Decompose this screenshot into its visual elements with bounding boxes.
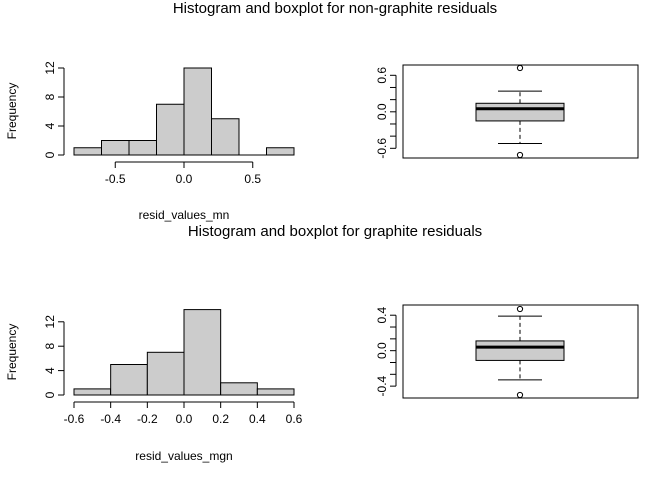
x-tick-label: -0.6	[64, 412, 85, 426]
histogram-bar	[110, 364, 148, 396]
x-tick-label: 0.0	[176, 172, 193, 186]
box-iqr	[475, 102, 565, 122]
boxplot-non-graphite: -0.6 0.0 0.6	[375, 64, 639, 159]
y-tick-label: 12	[43, 61, 57, 75]
histogram-bar	[256, 388, 295, 396]
histogram-bar	[146, 351, 185, 396]
y-tick-label: 0.0	[375, 342, 389, 359]
histogram-bar	[183, 309, 222, 396]
outlier-point	[516, 151, 524, 159]
y-axis-label: Frequency	[5, 83, 19, 140]
chart-title-non-graphite: Histogram and boxplot for non-graphite r…	[173, 0, 497, 17]
x-tick-label: -0.2	[137, 412, 158, 426]
histogram-bar	[128, 140, 157, 156]
histogram-bar	[101, 140, 130, 156]
histogram-bar	[73, 147, 102, 156]
x-tick-label: -0.5	[105, 172, 126, 186]
x-axis-label: resid_values_mn	[139, 208, 230, 222]
x-tick-label: 0.2	[212, 412, 229, 426]
y-tick-label: 0.0	[375, 103, 389, 120]
histogram-bar	[266, 147, 295, 156]
chart-title-graphite: Histogram and boxplot for graphite resid…	[188, 223, 482, 240]
histogram-bar	[73, 388, 112, 396]
x-tick-label: 0.5	[244, 172, 261, 186]
outlier-point	[516, 305, 524, 313]
boxplot-graphite: -0.4 0.0 0.4	[375, 304, 639, 399]
x-tick-label: 0.4	[249, 412, 266, 426]
histogram-bar	[183, 67, 212, 156]
histogram-graphite: -0.6 -0.4 -0.2 0.0 0.2 0.4 0.6 0 4 8 12 Frequency re…	[5, 309, 303, 463]
x-tick-label: -0.4	[100, 412, 121, 426]
y-tick-label: 4	[43, 122, 57, 129]
outlier-point	[516, 391, 524, 399]
y-axis-label: Frequency	[5, 324, 19, 381]
y-tick-label: 12	[43, 315, 57, 329]
y-tick-label: 0	[43, 391, 57, 398]
y-tick-label: 0.6	[375, 67, 389, 84]
x-axis-label: resid_values_mgn	[135, 449, 232, 463]
y-tick-label: -0.6	[375, 138, 389, 159]
y-tick-label: 0	[43, 151, 57, 158]
box-iqr	[475, 340, 565, 361]
histogram-non-graphite: -0.5 0.0 0.5 0 4 8 12 Frequency resid_values_mn	[5, 61, 295, 222]
y-tick-label: 8	[43, 93, 57, 100]
x-tick-label: 0.6	[286, 412, 303, 426]
y-tick-label: 4	[43, 367, 57, 374]
x-tick-label: 0.0	[176, 412, 193, 426]
y-tick-label: 0.4	[375, 307, 389, 324]
histogram-bar	[211, 118, 240, 156]
y-tick-label: -0.4	[375, 375, 389, 396]
histogram-bar	[220, 382, 258, 396]
histogram-bar	[156, 103, 185, 156]
outlier-point	[516, 64, 524, 72]
y-tick-label: 8	[43, 343, 57, 350]
